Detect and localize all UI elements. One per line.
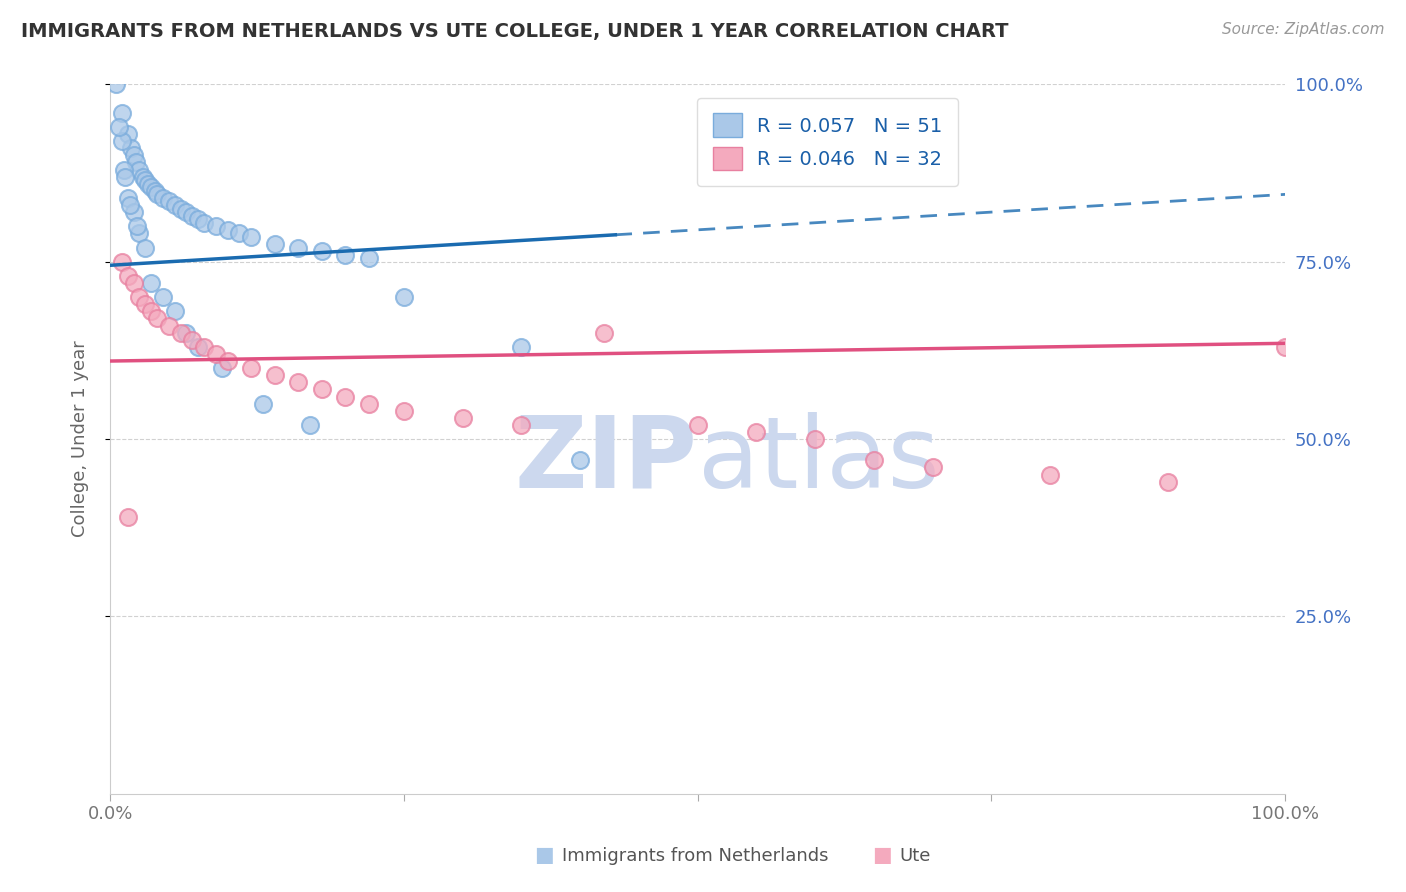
Point [152, 191, 174, 205]
Point [333, 390, 356, 404]
Point [132, 169, 155, 184]
Point [122, 205, 145, 219]
Point [181, 209, 204, 223]
Text: ■: ■ [872, 845, 891, 864]
Text: Ute: Ute [900, 847, 931, 864]
Point [141, 180, 163, 194]
Point [117, 510, 139, 524]
Point [163, 304, 186, 318]
Point [108, 120, 131, 134]
Point [146, 187, 169, 202]
Point [228, 227, 250, 241]
Point [392, 290, 415, 304]
Point [169, 326, 191, 340]
Point [118, 198, 141, 212]
Point [205, 347, 228, 361]
Point [117, 191, 139, 205]
Point [104, 78, 127, 92]
Point [114, 169, 136, 184]
Point [157, 318, 180, 333]
Point [122, 148, 145, 162]
Point [136, 177, 159, 191]
Point [287, 376, 309, 390]
Y-axis label: College, Under 1 year: College, Under 1 year [72, 341, 89, 538]
Point [510, 340, 533, 354]
Point [311, 244, 333, 259]
Point [863, 453, 886, 467]
Point [240, 361, 263, 376]
Point [187, 212, 209, 227]
Point [1156, 475, 1178, 489]
Point [357, 251, 380, 265]
Point [333, 247, 356, 261]
Point [252, 396, 274, 410]
Legend: R = 0.057   N = 51, R = 0.046   N = 32: R = 0.057 N = 51, R = 0.046 N = 32 [697, 98, 957, 186]
Point [592, 326, 614, 340]
Point [176, 205, 198, 219]
Point [128, 290, 150, 304]
Point [187, 340, 209, 354]
Point [263, 237, 285, 252]
Point [111, 254, 134, 268]
Point [205, 219, 228, 234]
Point [217, 223, 239, 237]
Point [141, 276, 163, 290]
Text: IMMIGRANTS FROM NETHERLANDS VS UTE COLLEGE, UNDER 1 YEAR CORRELATION CHART: IMMIGRANTS FROM NETHERLANDS VS UTE COLLE… [21, 22, 1008, 41]
Point [117, 268, 139, 283]
Point [111, 105, 134, 120]
Point [357, 396, 380, 410]
Point [193, 216, 215, 230]
Text: Immigrants from Netherlands: Immigrants from Netherlands [562, 847, 830, 864]
Point [181, 333, 204, 347]
Point [686, 417, 709, 432]
Point [298, 417, 321, 432]
Point [163, 198, 186, 212]
Point [392, 403, 415, 417]
Point [921, 460, 943, 475]
Point [134, 241, 156, 255]
Point [240, 230, 263, 244]
Point [143, 184, 166, 198]
Point [146, 311, 169, 326]
Point [120, 141, 142, 155]
Point [125, 155, 148, 169]
Point [311, 383, 333, 397]
Point [152, 290, 174, 304]
Point [128, 162, 150, 177]
Point [117, 127, 139, 141]
Point [263, 368, 285, 383]
Point [510, 417, 533, 432]
Point [169, 202, 191, 216]
Text: ZIP: ZIP [515, 412, 697, 508]
Point [211, 361, 233, 376]
Point [122, 276, 145, 290]
Point [157, 194, 180, 209]
Point [287, 241, 309, 255]
Text: ■: ■ [534, 845, 554, 864]
Point [112, 162, 135, 177]
Point [217, 354, 239, 368]
Point [804, 432, 827, 446]
Text: atlas: atlas [697, 412, 939, 508]
Point [193, 340, 215, 354]
Point [111, 134, 134, 148]
Text: Source: ZipAtlas.com: Source: ZipAtlas.com [1222, 22, 1385, 37]
Point [1039, 467, 1062, 482]
Point [134, 297, 156, 311]
Point [1274, 340, 1296, 354]
Point [134, 173, 156, 187]
Point [451, 410, 474, 425]
Point [128, 227, 150, 241]
Point [176, 326, 198, 340]
Point [745, 425, 768, 439]
Point [141, 304, 163, 318]
Point [569, 453, 592, 467]
Point [127, 219, 149, 234]
